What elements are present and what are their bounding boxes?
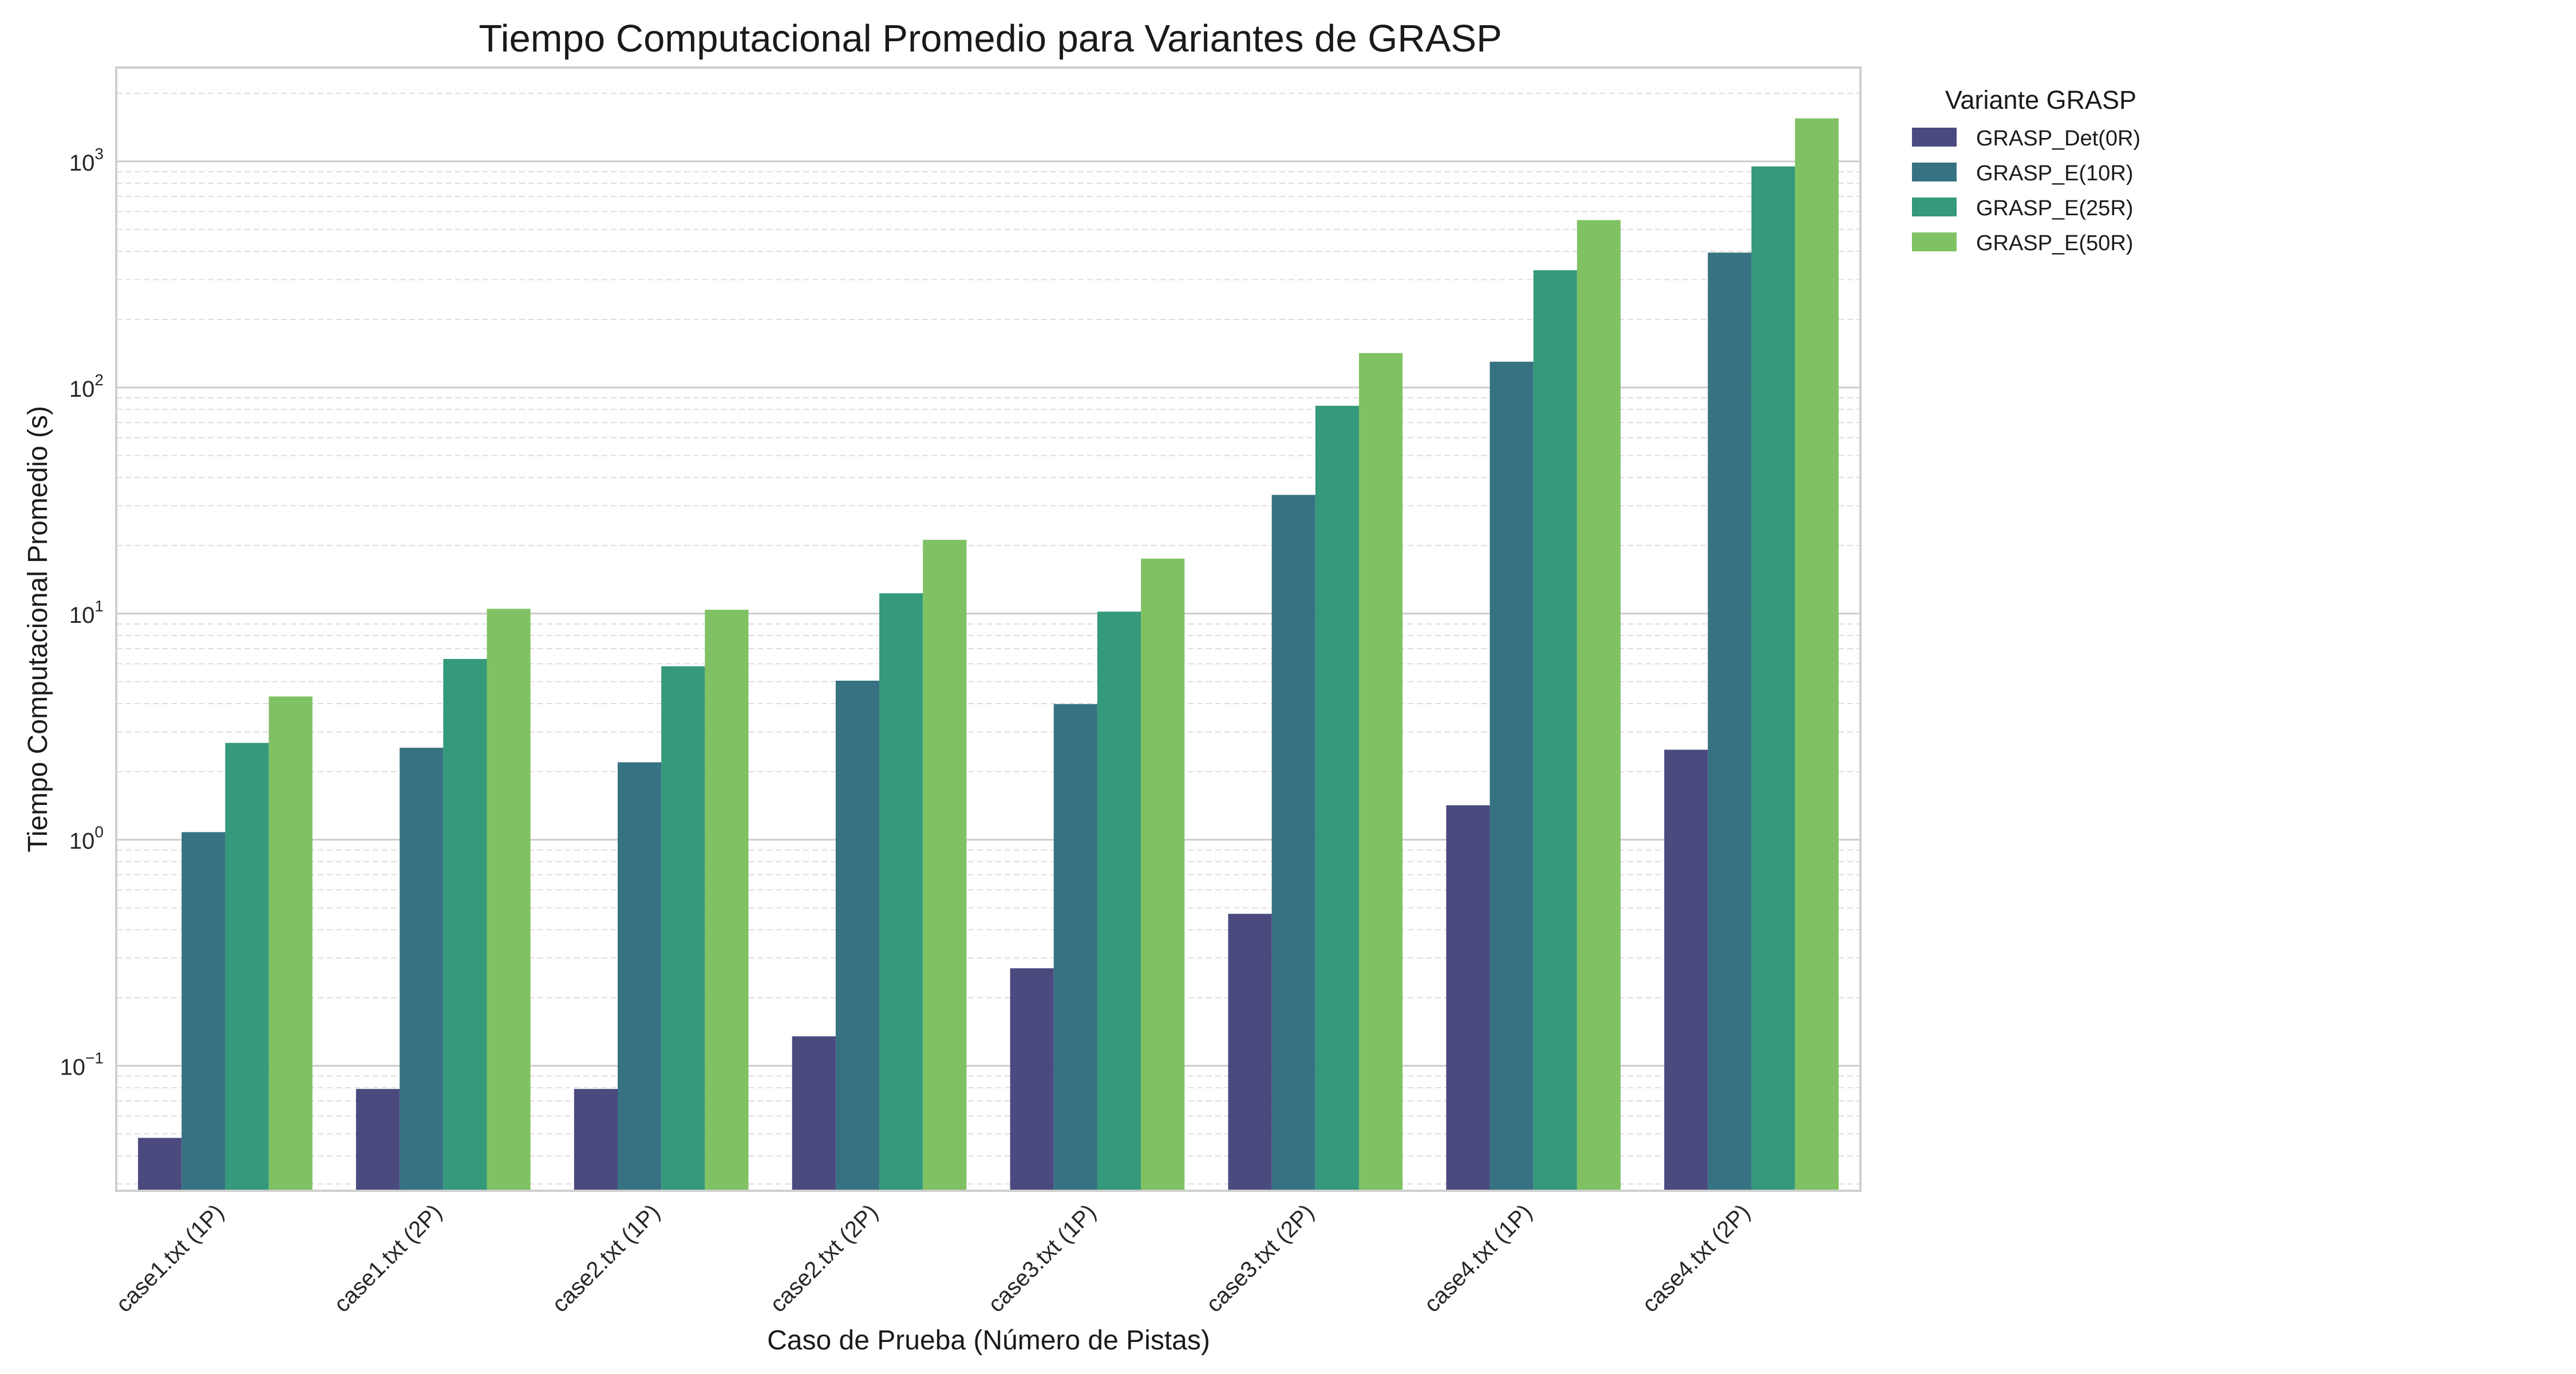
y-tick-exponent: 1: [94, 597, 104, 615]
bar-grasp-det-0r-5: [1010, 968, 1054, 1191]
bar-grasp-det-0r-3: [574, 1089, 618, 1191]
bar-grasp-e-50r-2: [487, 609, 531, 1191]
bar-grasp-e-10r-5: [1053, 704, 1097, 1191]
legend-swatch: [1912, 163, 1957, 181]
y-axis-label: Tiempo Computacional Promedio (s): [23, 406, 53, 852]
bar-grasp-e-50r-7: [1577, 220, 1621, 1191]
bar-grasp-e-25r-7: [1533, 270, 1577, 1191]
bar-grasp-e-25r-1: [225, 743, 269, 1191]
y-tick-base: 10: [69, 151, 95, 176]
legend-label: GRASP_E(50R): [1976, 231, 2134, 255]
bar-grasp-e-10r-2: [400, 748, 444, 1191]
legend-swatch: [1912, 198, 1957, 216]
bars: [138, 118, 1839, 1191]
bar-grasp-e-10r-6: [1271, 495, 1315, 1191]
bar-grasp-det-0r-4: [792, 1036, 836, 1191]
bar-grasp-e-10r-4: [835, 680, 880, 1191]
bar-grasp-e-25r-6: [1315, 405, 1359, 1191]
y-tick-exponent: −1: [85, 1049, 104, 1067]
bar-grasp-e-25r-8: [1751, 166, 1795, 1191]
bar-grasp-e-10r-1: [181, 832, 226, 1191]
legend: Variante GRASP GRASP_Det(0R) GRASP_E(10R)…: [1912, 85, 2140, 255]
plot-frame: [115, 66, 1862, 1192]
y-tick-exponent: 0: [94, 823, 104, 841]
bar-grasp-e-25r-3: [661, 666, 705, 1191]
legend-label: GRASP_E(10R): [1976, 161, 2134, 185]
x-axis-label: Caso de Prueba (Número de Pistas): [767, 1325, 1210, 1356]
legend-label: GRASP_Det(0R): [1976, 127, 2140, 151]
bar-grasp-e-50r-1: [268, 696, 313, 1191]
legend-swatch: [1912, 232, 1957, 251]
bar-grasp-e-25r-5: [1097, 611, 1141, 1191]
y-tick-label: 101: [69, 597, 104, 628]
bar-grasp-det-0r-2: [355, 1089, 400, 1191]
y-tick-label: 100: [69, 823, 104, 854]
bar-grasp-det-0r-1: [138, 1138, 182, 1191]
legend-title: Variante GRASP: [1945, 85, 2136, 114]
bar-grasp-e-50r-3: [705, 610, 749, 1191]
y-tick-label: 10−1: [60, 1049, 104, 1080]
bar-grasp-e-10r-7: [1490, 361, 1534, 1191]
y-tick-label: 102: [69, 371, 104, 402]
bar-grasp-det-0r-8: [1664, 749, 1708, 1191]
legend-label: GRASP_E(25R): [1976, 196, 2134, 220]
bar-grasp-e-50r-4: [923, 539, 967, 1191]
y-tick-base: 10: [69, 603, 95, 628]
bar-grasp-e-50r-6: [1358, 353, 1403, 1191]
chart-title: Tiempo Computacional Promedio para Varia…: [479, 17, 1502, 60]
legend-items: GRASP_Det(0R) GRASP_E(10R) GRASP_E(25R) GRA…: [1912, 127, 2140, 255]
bar-grasp-e-50r-8: [1795, 118, 1839, 1191]
bar-grasp-e-10r-3: [618, 762, 662, 1191]
bar-grasp-e-50r-5: [1141, 558, 1185, 1191]
y-tick-exponent: 3: [94, 145, 104, 163]
y-tick-base: 10: [69, 829, 95, 854]
y-tick-base: 10: [69, 377, 95, 402]
y-tick-label: 103: [69, 145, 104, 176]
bar-grasp-e-25r-4: [879, 593, 923, 1191]
y-tick-base: 10: [60, 1055, 86, 1080]
bar-grasp-e-25r-2: [443, 659, 487, 1191]
bar-grasp-e-10r-8: [1708, 252, 1752, 1191]
bar-grasp-det-0r-6: [1228, 914, 1272, 1191]
bar-grasp-det-0r-7: [1446, 805, 1490, 1191]
legend-swatch: [1912, 128, 1957, 147]
y-tick-exponent: 2: [94, 371, 104, 389]
